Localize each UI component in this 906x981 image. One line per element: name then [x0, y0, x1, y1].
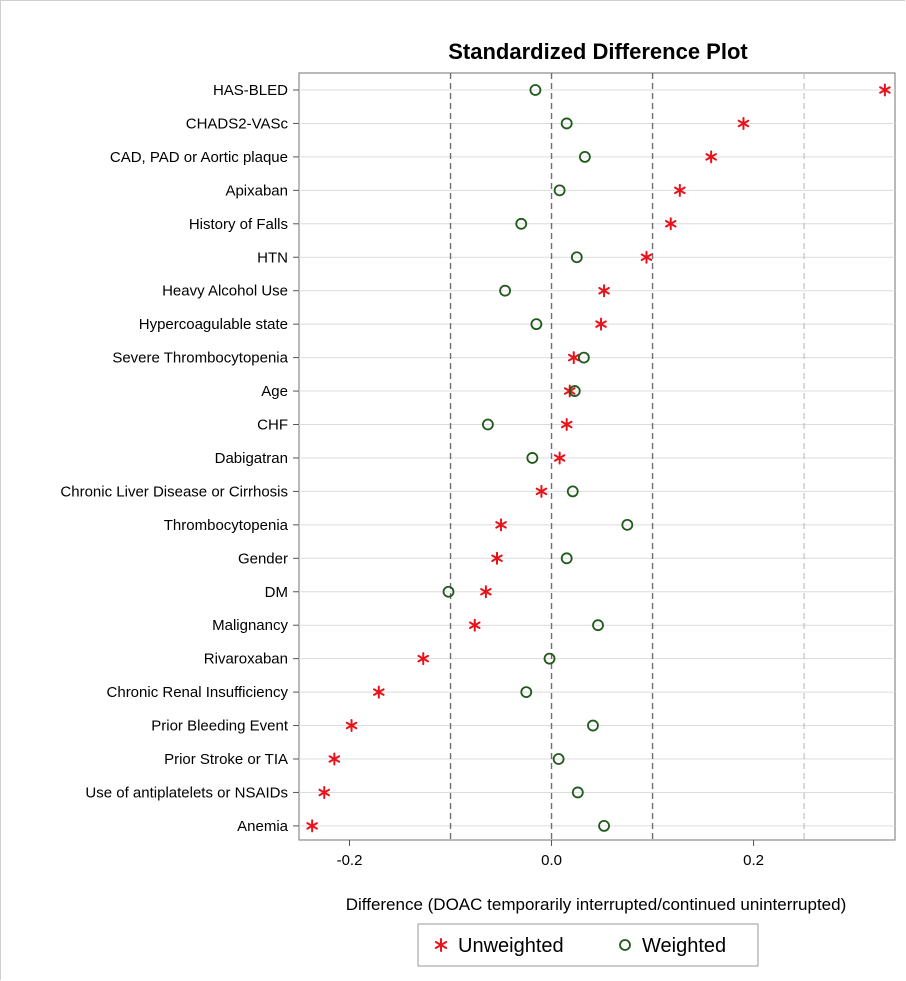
star-marker-icon [434, 938, 448, 952]
unweighted-point [640, 250, 653, 264]
legend-label-unweighted: Unweighted [458, 935, 564, 957]
weighted-point [530, 318, 543, 331]
legend-item-weighted: Weighted [619, 935, 726, 957]
weighted-point [520, 686, 533, 698]
y-tick-label: Anemia [237, 818, 289, 835]
weighted-point [587, 719, 599, 732]
weighted-point [442, 585, 455, 598]
legend-label-weighted: Weighted [642, 935, 726, 957]
weighted-point [570, 251, 583, 264]
unweighted-point [480, 585, 492, 599]
unweighted-point [328, 752, 341, 766]
weighted-point [482, 418, 494, 431]
weighted-point [578, 150, 591, 163]
weighted-point [553, 184, 566, 197]
unweighted-point [568, 351, 580, 365]
unweighted-point [705, 150, 717, 164]
weighted-point [526, 452, 539, 464]
weighted-point [568, 385, 581, 397]
y-tick-label: DM [265, 584, 288, 601]
unweighted-point [318, 785, 331, 799]
unweighted-point [417, 652, 430, 666]
plot-area [298, 72, 896, 841]
weighted-point [566, 485, 579, 498]
x-axis: -0.2 0.0 0.2 [337, 840, 764, 869]
y-tick-label: History of Falls [189, 216, 288, 233]
x-tick-label: -0.2 [337, 852, 363, 869]
unweighted-point [598, 284, 610, 298]
unweighted-point [306, 819, 318, 833]
y-tick-label: Thrombocytopenia [164, 517, 289, 534]
y-tick-label: Rivaroxaban [204, 651, 288, 668]
y-tick-label: Prior Stroke or TIA [164, 751, 288, 768]
weighted-point [552, 753, 565, 765]
y-tick-label: Chronic Liver Disease or Cirrhosis [60, 483, 288, 500]
y-tick-label: HTN [257, 249, 288, 266]
y-axis-labels: HAS-BLED CHADS2-VASc CAD, PAD or Aortic pl… [60, 82, 299, 835]
x-tick-label: 0.2 [743, 852, 764, 869]
x-tick-label: 0.0 [541, 852, 562, 869]
unweighted-point [560, 418, 573, 431]
y-tick-label: Chronic Renal Insufficiency [107, 684, 289, 701]
reference-lines [449, 73, 805, 840]
unweighted-point [674, 183, 686, 197]
weighted-point [598, 820, 610, 832]
y-tick-label: Age [261, 383, 288, 400]
y-tick-label: CAD, PAD or Aortic plaque [110, 149, 288, 166]
y-tick-label: Prior Bleeding Event [151, 718, 289, 735]
legend: Unweighted Weighted [417, 923, 759, 967]
weighted-point [560, 117, 573, 130]
y-tick-label: Dabigatran [215, 450, 288, 467]
weighted-point [592, 619, 604, 632]
unweighted-point [495, 518, 507, 532]
y-tick-label: Severe Thrombocytopenia [112, 350, 288, 367]
legend-item-unweighted: Unweighted [434, 935, 564, 957]
x-axis-title: Difference (DOAC temporarily interrupted… [346, 895, 847, 914]
weighted-point [577, 351, 590, 364]
weighted-point [499, 284, 511, 297]
unweighted-point [595, 317, 607, 331]
unweighted-point [535, 484, 548, 498]
y-tick-label: CHADS2-VASc [186, 115, 289, 132]
unweighted-point [664, 217, 677, 231]
unweighted-point [469, 618, 481, 632]
weighted-point [515, 217, 528, 230]
legend-box [417, 923, 759, 967]
unweighted-point [373, 685, 385, 699]
legend-star-glyph [434, 938, 448, 952]
unweighted-point [491, 551, 503, 565]
y-tick-label: Use of antiplatelets or NSAIDs [85, 784, 288, 801]
weighted-point [560, 552, 573, 565]
circle-marker-icon [619, 939, 631, 951]
unweighted-point [345, 719, 358, 733]
weighted-point [529, 84, 542, 96]
weighted-point [571, 786, 584, 799]
y-tick-label: Malignancy [212, 617, 288, 634]
y-tick-label: Gender [238, 550, 288, 567]
y-tick-label: HAS-BLED [213, 82, 288, 99]
weighted-point [621, 518, 634, 531]
unweighted-point [737, 116, 750, 130]
weighted-point [543, 652, 556, 665]
data-points [306, 83, 891, 833]
unweighted-point [553, 451, 566, 465]
unweighted-point [879, 83, 891, 97]
y-tick-label: CHF [257, 417, 288, 434]
y-tick-label: Heavy Alcohol Use [162, 283, 288, 300]
y-tick-label: Apixaban [225, 182, 288, 199]
y-tick-label: Hypercoagulable state [139, 316, 288, 333]
chart-title: Standardized Difference Plot [448, 39, 748, 64]
horizontal-gridlines [299, 89, 895, 827]
